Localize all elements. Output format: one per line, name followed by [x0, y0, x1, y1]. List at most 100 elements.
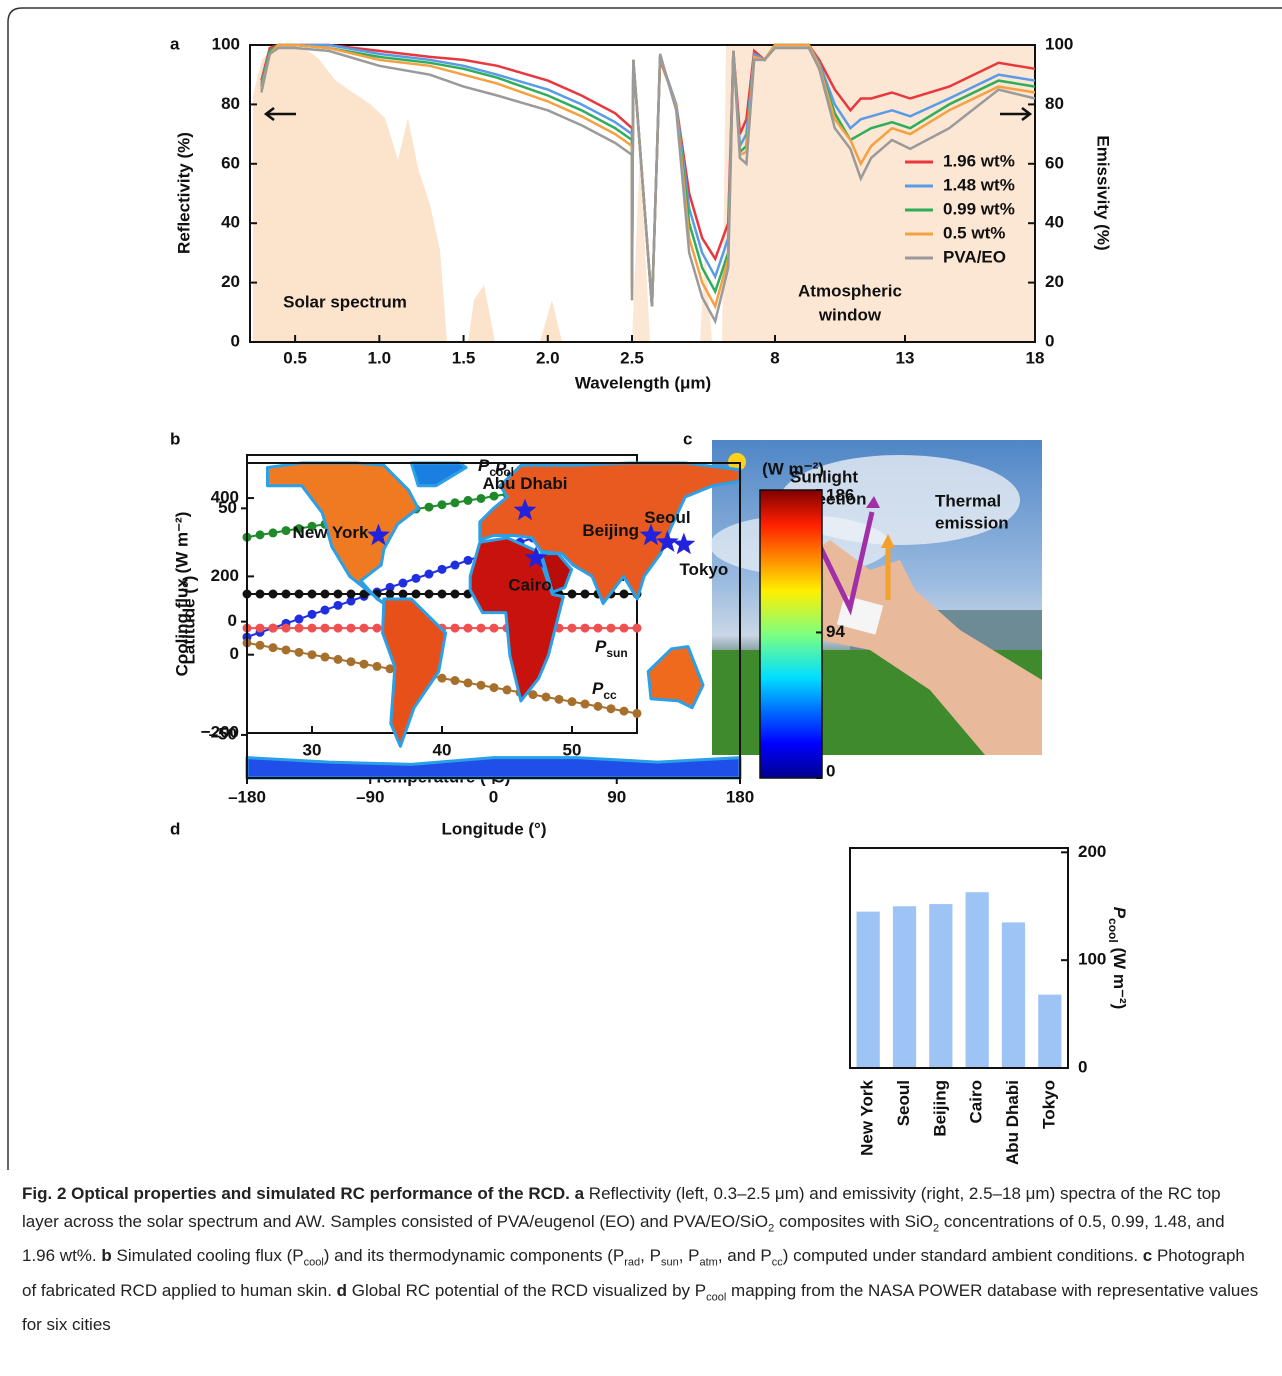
series-line — [260, 43, 1036, 307]
map-title: Pcool — [478, 456, 514, 479]
series-marker — [307, 589, 317, 599]
city-star — [524, 546, 548, 568]
series-label-sub: sun — [606, 646, 627, 660]
series-line — [260, 43, 1036, 307]
series-marker — [372, 661, 382, 671]
y-tick-label: 80 — [221, 94, 240, 113]
y-axis-label-sub: cool — [1106, 918, 1120, 943]
caption-run: sun — [660, 1256, 679, 1269]
series-marker — [476, 623, 486, 633]
series-marker — [606, 623, 616, 633]
panel-label: b — [170, 429, 180, 448]
solar-spectrum-shading — [253, 46, 562, 342]
series-marker — [359, 659, 369, 669]
series-marker — [268, 528, 278, 538]
series-marker — [307, 623, 317, 633]
colorbar-label: (W m⁻²) — [762, 459, 824, 478]
x-axis-label: Wavelength (μm) — [575, 373, 711, 392]
series-marker — [268, 589, 278, 599]
panel-label: c — [683, 429, 692, 448]
x-tick-label: 1.5 — [452, 348, 476, 367]
y-tick-label: 200 — [1078, 842, 1106, 861]
series-marker — [411, 573, 421, 583]
city-label: Tokyo — [679, 560, 728, 579]
series-marker — [281, 623, 291, 633]
x-tick-label: 18 — [1026, 348, 1045, 367]
colorbar — [759, 489, 823, 779]
emission-arrowhead — [881, 534, 895, 548]
series-marker — [437, 500, 447, 510]
y-axis-label-unit: (W m⁻²) — [1110, 943, 1129, 1010]
series-marker — [411, 589, 421, 599]
series-line — [260, 43, 1036, 310]
land — [409, 461, 468, 488]
series-marker — [294, 524, 304, 534]
x-tick-label: 180 — [726, 787, 754, 806]
series-marker — [463, 495, 473, 505]
y-tick-label: 200 — [211, 566, 239, 585]
colorbar-tick-label: 186 — [826, 485, 854, 504]
plot-frame — [849, 847, 1069, 1069]
series-marker — [346, 657, 356, 667]
y-axis-label: Cooling flux (W m⁻²) — [172, 512, 191, 677]
colorbar-tick-label: 94 — [826, 622, 845, 641]
series-marker — [255, 589, 265, 599]
series-marker — [333, 623, 343, 633]
bar — [929, 904, 953, 1068]
series-marker — [281, 645, 291, 655]
series-marker — [424, 589, 434, 599]
caption-run: rad — [624, 1256, 641, 1269]
legend-label: 0.99 wt% — [943, 199, 1015, 218]
photo-label: Sunlight — [790, 467, 858, 486]
series-line — [260, 43, 1036, 307]
series-marker — [632, 708, 642, 718]
land — [539, 552, 574, 594]
series-label-main: P — [495, 459, 507, 478]
photo-label: emission — [935, 513, 1009, 532]
x-tick-label: 30 — [303, 740, 322, 759]
y2-tick-label: 20 — [1045, 272, 1064, 291]
x-tick-label: 8 — [770, 348, 779, 367]
y-tick-label: –50 — [209, 724, 237, 743]
series-marker — [593, 701, 603, 711]
series-marker — [502, 685, 512, 695]
caption-run: Fig. 2 Optical properties and simulated … — [22, 1184, 570, 1203]
figure-border — [7, 7, 1282, 1170]
caption: Fig. 2 Optical properties and simulated … — [22, 1180, 1262, 1339]
x-tick-label: 90 — [607, 787, 626, 806]
series-marker — [541, 692, 551, 702]
series-marker — [450, 623, 460, 633]
photo-label: Thermal — [935, 491, 1001, 510]
series-marker — [619, 706, 629, 716]
x-tick-label: 0.5 — [283, 348, 307, 367]
series-marker — [320, 652, 330, 662]
x-tick-label: Cairo — [967, 1080, 986, 1123]
series-marker — [489, 491, 499, 501]
series-marker — [385, 589, 395, 599]
x-tick-label: Seoul — [894, 1080, 913, 1126]
series-marker — [294, 647, 304, 657]
y-tick-label: 400 — [211, 488, 239, 507]
caption-run: concentrations of 0.5, 0.99, 1.48, and 1… — [22, 1212, 1225, 1266]
series-marker — [619, 623, 629, 633]
series-marker — [281, 526, 291, 536]
series-marker — [255, 530, 265, 540]
caption-run: , and P — [717, 1246, 772, 1266]
series-marker — [528, 690, 538, 700]
series-label-sub: cc — [603, 688, 617, 702]
legend-label: PVA/EO — [943, 247, 1006, 266]
series-marker — [346, 589, 356, 599]
caption-run: ) and its thermodynamic components (P — [323, 1246, 625, 1266]
caption-run: a — [569, 1184, 585, 1203]
x-tick-label: 50 — [563, 740, 582, 759]
series-marker — [372, 623, 382, 633]
series-marker — [489, 683, 499, 693]
legend-label: 1.96 wt% — [943, 151, 1015, 170]
x-tick-label: 13 — [896, 348, 915, 367]
caption-run: Simulated cooling flux (P — [111, 1246, 304, 1266]
series-marker — [606, 704, 616, 714]
x-tick-label: 0 — [489, 787, 498, 806]
y-tick-label: 20 — [221, 272, 240, 291]
series-marker — [437, 589, 447, 599]
